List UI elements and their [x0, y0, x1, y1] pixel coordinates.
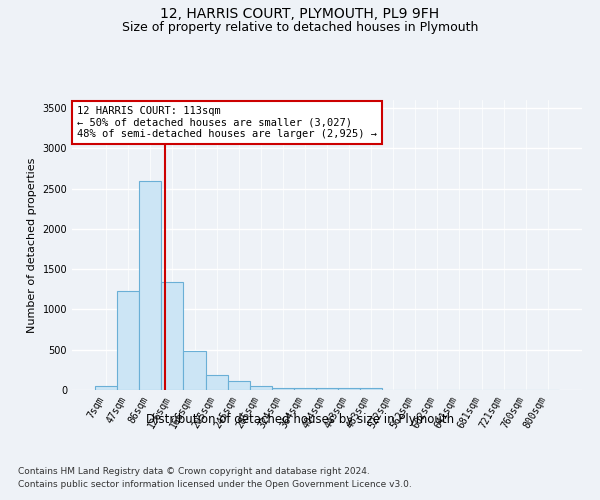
Bar [316, 388, 338, 390]
Text: Distribution of detached houses by size in Plymouth: Distribution of detached houses by size … [146, 412, 454, 426]
Text: 12 HARRIS COURT: 113sqm
← 50% of detached houses are smaller (3,027)
48% of semi: 12 HARRIS COURT: 113sqm ← 50% of detache… [77, 106, 377, 139]
Bar [139, 182, 161, 390]
Bar [184, 350, 206, 390]
Bar [360, 388, 382, 390]
Bar [294, 388, 316, 390]
Bar [95, 386, 117, 390]
Bar [227, 381, 250, 390]
Text: Contains public sector information licensed under the Open Government Licence v3: Contains public sector information licen… [18, 480, 412, 489]
Text: Contains HM Land Registry data © Crown copyright and database right 2024.: Contains HM Land Registry data © Crown c… [18, 468, 370, 476]
Bar [206, 375, 227, 390]
Text: Size of property relative to detached houses in Plymouth: Size of property relative to detached ho… [122, 21, 478, 34]
Bar [272, 388, 294, 390]
Y-axis label: Number of detached properties: Number of detached properties [27, 158, 37, 332]
Bar [338, 388, 360, 390]
Bar [161, 282, 184, 390]
Bar [117, 291, 139, 390]
Bar [250, 386, 272, 390]
Text: 12, HARRIS COURT, PLYMOUTH, PL9 9FH: 12, HARRIS COURT, PLYMOUTH, PL9 9FH [160, 8, 440, 22]
